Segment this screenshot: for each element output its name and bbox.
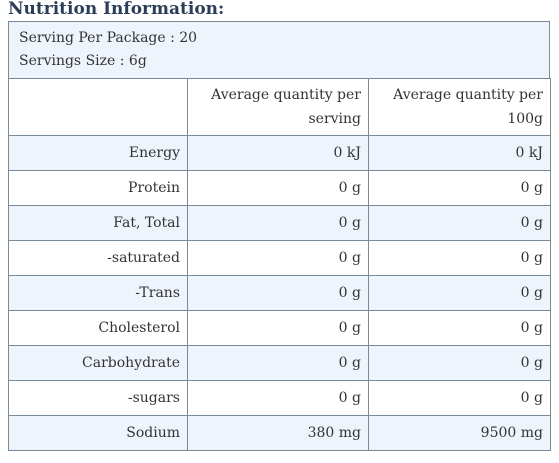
per-serving-cell: 0 g: [187, 170, 369, 206]
nutrient-name-cell: Sodium: [8, 415, 188, 451]
nutrition-panel: Serving Per Package : 20 Servings Size :…: [8, 21, 551, 451]
per-100g-cell: 0 g: [368, 275, 551, 311]
nutrient-name-cell: Fat, Total: [8, 205, 188, 241]
per-serving-cell: 0 g: [187, 310, 369, 346]
nutrition-title: Nutrition Information:: [8, 0, 225, 19]
nutrient-name-cell: Energy: [8, 135, 188, 171]
per-serving-cell: 0 g: [187, 205, 369, 241]
per-100g-cell: 0 kJ: [368, 135, 551, 171]
table-row: Energy 0 kJ 0 kJ: [8, 135, 551, 171]
per-serving-cell: 380 mg: [187, 415, 369, 451]
nutrient-name-cell: Carbohydrate: [8, 345, 188, 381]
per-100g-cell: 0 g: [368, 345, 551, 381]
nutrition-table: Average quantity per serving Average qua…: [8, 78, 551, 451]
per-100g-cell: 0 g: [368, 170, 551, 206]
per-serving-cell: 0 kJ: [187, 135, 369, 171]
per-serving-cell: 0 g: [187, 275, 369, 311]
table-row: Sodium 380 mg 9500 mg: [8, 415, 551, 451]
serving-info-box: Serving Per Package : 20 Servings Size :…: [8, 21, 550, 78]
per-100g-cell: 0 g: [368, 205, 551, 241]
nutrient-name-cell: Protein: [8, 170, 188, 206]
per-100g-cell: 0 g: [368, 310, 551, 346]
servings-per-package: Serving Per Package : 20: [19, 30, 198, 46]
per-serving-cell: 0 g: [187, 240, 369, 276]
serving-size: Servings Size : 6g: [19, 53, 147, 69]
nutrient-name-cell: -saturated: [8, 240, 188, 276]
per-100g-cell: 0 g: [368, 380, 551, 416]
per-serving-cell: 0 g: [187, 380, 369, 416]
header-per-serving: Average quantity per serving: [187, 78, 369, 136]
table-header-row: Average quantity per serving Average qua…: [8, 78, 551, 136]
nutrient-name-cell: -Trans: [8, 275, 188, 311]
nutrient-name-cell: Cholesterol: [8, 310, 188, 346]
header-per-100g: Average quantity per 100g: [368, 78, 551, 136]
header-blank-cell: [8, 78, 188, 136]
per-100g-cell: 0 g: [368, 240, 551, 276]
per-serving-cell: 0 g: [187, 345, 369, 381]
per-100g-cell: 9500 mg: [368, 415, 551, 451]
nutrient-name-cell: -sugars: [8, 380, 188, 416]
